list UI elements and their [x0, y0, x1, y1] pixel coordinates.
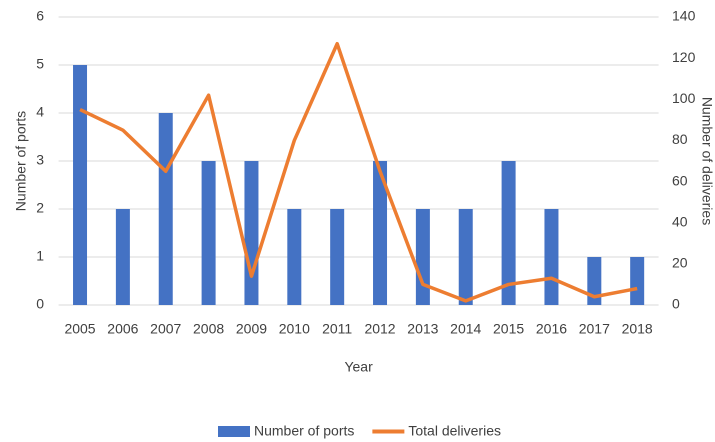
y-tick-label: 0	[36, 296, 44, 312]
x-tick-label: 2016	[536, 321, 567, 337]
y-tick-label: 4	[36, 104, 44, 120]
x-tick-label: 2012	[364, 321, 395, 337]
x-tick-label: 2011	[322, 321, 352, 337]
bar	[73, 65, 88, 305]
bar	[501, 161, 516, 305]
y-tick-label: 6	[36, 8, 44, 24]
x-tick-label: 2017	[579, 321, 610, 337]
legend-label: Number of ports	[254, 423, 354, 439]
x-tick-label: 2005	[64, 321, 95, 337]
x-tick-label: 2013	[407, 321, 438, 337]
y2-tick-label: 80	[672, 131, 688, 147]
legend-swatch	[218, 426, 250, 437]
bar	[415, 209, 430, 305]
line	[79, 41, 638, 303]
bar	[373, 161, 388, 305]
y-tick-label: 1	[36, 248, 44, 264]
x-tick-label: 2018	[622, 321, 653, 337]
y2-axis-label: Number of deliveries	[699, 97, 715, 225]
legend-label: Total deliveries	[408, 423, 501, 439]
x-tick-label: 2014	[450, 321, 481, 337]
bar	[287, 209, 302, 305]
y-tick-label: 5	[36, 56, 44, 72]
bar	[458, 209, 473, 305]
y2-tick-label: 140	[672, 8, 696, 24]
y2-tick-label: 60	[672, 172, 688, 188]
y-tick-label: 3	[36, 152, 44, 168]
bar	[158, 113, 173, 305]
x-axis-label: Year	[344, 359, 373, 375]
y-tick-label: 2	[36, 200, 44, 216]
bar	[630, 257, 645, 305]
y2-tick-label: 20	[672, 255, 688, 271]
y2-tick-label: 120	[672, 49, 696, 65]
bar	[544, 209, 559, 305]
x-tick-label: 2015	[493, 321, 524, 337]
bar	[115, 209, 130, 305]
bar	[330, 209, 345, 305]
x-tick-label: 2010	[279, 321, 310, 337]
y2-tick-label: 40	[672, 213, 688, 229]
y2-tick-label: 0	[672, 296, 680, 312]
x-tick-label: 2007	[150, 321, 181, 337]
x-tick-label: 2006	[107, 321, 138, 337]
x-tick-label: 2009	[236, 321, 267, 337]
y2-tick-label: 100	[672, 90, 696, 106]
bar	[244, 161, 259, 305]
y-axis-label: Number of ports	[13, 111, 29, 211]
bar	[201, 161, 216, 305]
bar	[587, 257, 602, 305]
x-tick-label: 2008	[193, 321, 224, 337]
